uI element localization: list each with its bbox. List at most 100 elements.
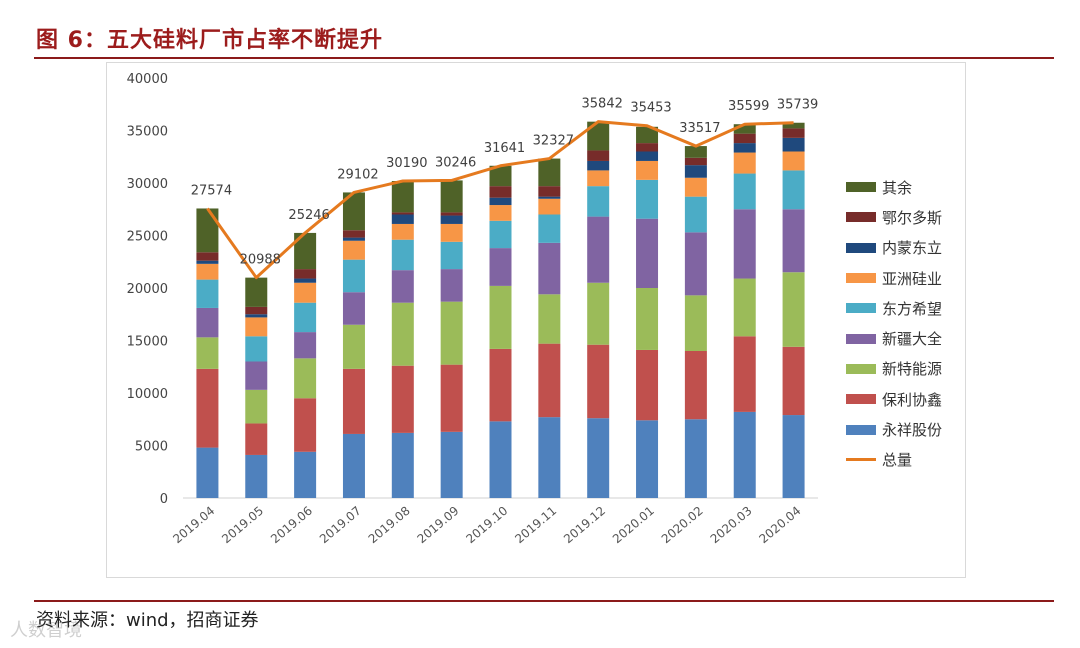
total-data-label: 20988 bbox=[240, 253, 281, 268]
bar-segment bbox=[538, 196, 561, 199]
legend-label: 保利协鑫 bbox=[882, 390, 943, 409]
bar-segment bbox=[538, 242, 561, 295]
bar-segment bbox=[587, 344, 610, 419]
bar-segment bbox=[342, 192, 365, 231]
bar-segment bbox=[342, 324, 365, 369]
bar-segment bbox=[782, 170, 805, 210]
legend-line-swatch bbox=[846, 458, 876, 462]
bar-segment bbox=[636, 126, 659, 144]
total-data-label: 27574 bbox=[191, 183, 232, 198]
bar-segment bbox=[391, 270, 414, 303]
total-data-label: 25246 bbox=[288, 208, 329, 223]
bar-segment bbox=[733, 336, 756, 412]
bar-segment bbox=[440, 180, 463, 213]
total-data-label: 35599 bbox=[728, 99, 769, 114]
y-tick-label: 15000 bbox=[127, 335, 168, 350]
bar-segment bbox=[684, 351, 707, 420]
bar-segment bbox=[782, 346, 805, 416]
bar-segment bbox=[440, 223, 463, 242]
legend-label: 总量 bbox=[882, 451, 913, 470]
x-tick-label: 2019.05 bbox=[219, 504, 266, 547]
legend-item: 其余 bbox=[846, 172, 976, 202]
legend-swatch bbox=[846, 242, 876, 253]
bar-segment bbox=[489, 205, 512, 221]
legend-item: 内蒙东立 bbox=[846, 233, 976, 263]
bar-segment bbox=[782, 151, 805, 171]
legend-label: 鄂尔多斯 bbox=[882, 208, 943, 227]
legend-label: 永祥股份 bbox=[882, 421, 943, 440]
bar-segment bbox=[196, 368, 219, 448]
total-data-label: 35842 bbox=[582, 97, 623, 112]
bar-segment bbox=[733, 278, 756, 337]
bar-segment bbox=[391, 181, 414, 213]
watermark-text: 人数智境 bbox=[10, 620, 82, 641]
legend-item: 保利协鑫 bbox=[846, 384, 976, 414]
bar-segment bbox=[440, 269, 463, 302]
bar-segment bbox=[440, 215, 463, 224]
x-tick-label: 2019.07 bbox=[317, 504, 364, 547]
bar-segment bbox=[440, 301, 463, 365]
bar-segment bbox=[391, 432, 414, 498]
legend-label: 亚洲硅业 bbox=[882, 269, 943, 288]
bar-segment bbox=[440, 364, 463, 432]
legend-swatch bbox=[846, 424, 876, 435]
bar-segment bbox=[489, 348, 512, 422]
bar-segment bbox=[440, 431, 463, 498]
bar-segment bbox=[489, 248, 512, 286]
legend-label: 新疆大全 bbox=[882, 330, 943, 349]
bar-segment bbox=[391, 239, 414, 271]
legend-item: 永祥股份 bbox=[846, 414, 976, 444]
chart-legend: 其余鄂尔多斯内蒙东立亚洲硅业东方希望新疆大全新特能源保利协鑫永祥股份总量 bbox=[846, 172, 976, 475]
bar-segment bbox=[440, 241, 463, 270]
bar-segment bbox=[245, 361, 268, 390]
bar-segment bbox=[733, 209, 756, 279]
bar-segment bbox=[391, 302, 414, 366]
bar-segment bbox=[684, 196, 707, 233]
bar-segment bbox=[733, 152, 756, 174]
bar-segment bbox=[294, 282, 317, 303]
bar-segment bbox=[733, 411, 756, 498]
y-tick-label: 10000 bbox=[127, 387, 168, 402]
bar-segment bbox=[538, 417, 561, 498]
bar-segment bbox=[538, 186, 561, 197]
legend-label: 东方希望 bbox=[882, 299, 943, 318]
x-tick-label: 2019.06 bbox=[268, 504, 315, 547]
bar-segment bbox=[245, 336, 268, 362]
y-tick-label: 25000 bbox=[127, 230, 168, 245]
bar-segment bbox=[342, 240, 365, 260]
source-rule bbox=[34, 600, 1054, 602]
bar-segment bbox=[587, 150, 610, 161]
bar-segment bbox=[733, 173, 756, 210]
bar-segment bbox=[636, 143, 659, 152]
bar-segment bbox=[342, 368, 365, 434]
bar-segment bbox=[342, 433, 365, 498]
bar-segment bbox=[684, 295, 707, 351]
bar-segment bbox=[342, 230, 365, 238]
bar-segment bbox=[342, 259, 365, 293]
bar-segment bbox=[636, 218, 659, 288]
bar-segment bbox=[294, 302, 317, 333]
bar-segment bbox=[245, 317, 268, 337]
bar-segment bbox=[733, 133, 756, 144]
legend-item: 新特能源 bbox=[846, 354, 976, 384]
bar-segment bbox=[636, 349, 659, 421]
bar-segment bbox=[294, 332, 317, 359]
bar-segment bbox=[196, 337, 219, 369]
y-tick-label: 40000 bbox=[127, 72, 168, 87]
bar-segment bbox=[294, 451, 317, 498]
bar-segment bbox=[294, 398, 317, 452]
x-tick-label: 2020.02 bbox=[659, 504, 706, 547]
bar-segment bbox=[489, 186, 512, 198]
figure-title: 图 6：五大硅料厂市占率不断提升 bbox=[36, 28, 383, 53]
bar-segment bbox=[587, 121, 610, 151]
total-data-label: 35739 bbox=[777, 98, 818, 113]
bar-segment bbox=[440, 212, 463, 216]
bar-segment bbox=[196, 252, 219, 261]
bar-segment bbox=[196, 279, 219, 308]
bar-segment bbox=[342, 292, 365, 325]
total-data-label: 35453 bbox=[630, 101, 671, 116]
title-rule bbox=[34, 57, 1054, 59]
bar-segment bbox=[294, 358, 317, 399]
total-data-label: 31641 bbox=[484, 141, 525, 156]
